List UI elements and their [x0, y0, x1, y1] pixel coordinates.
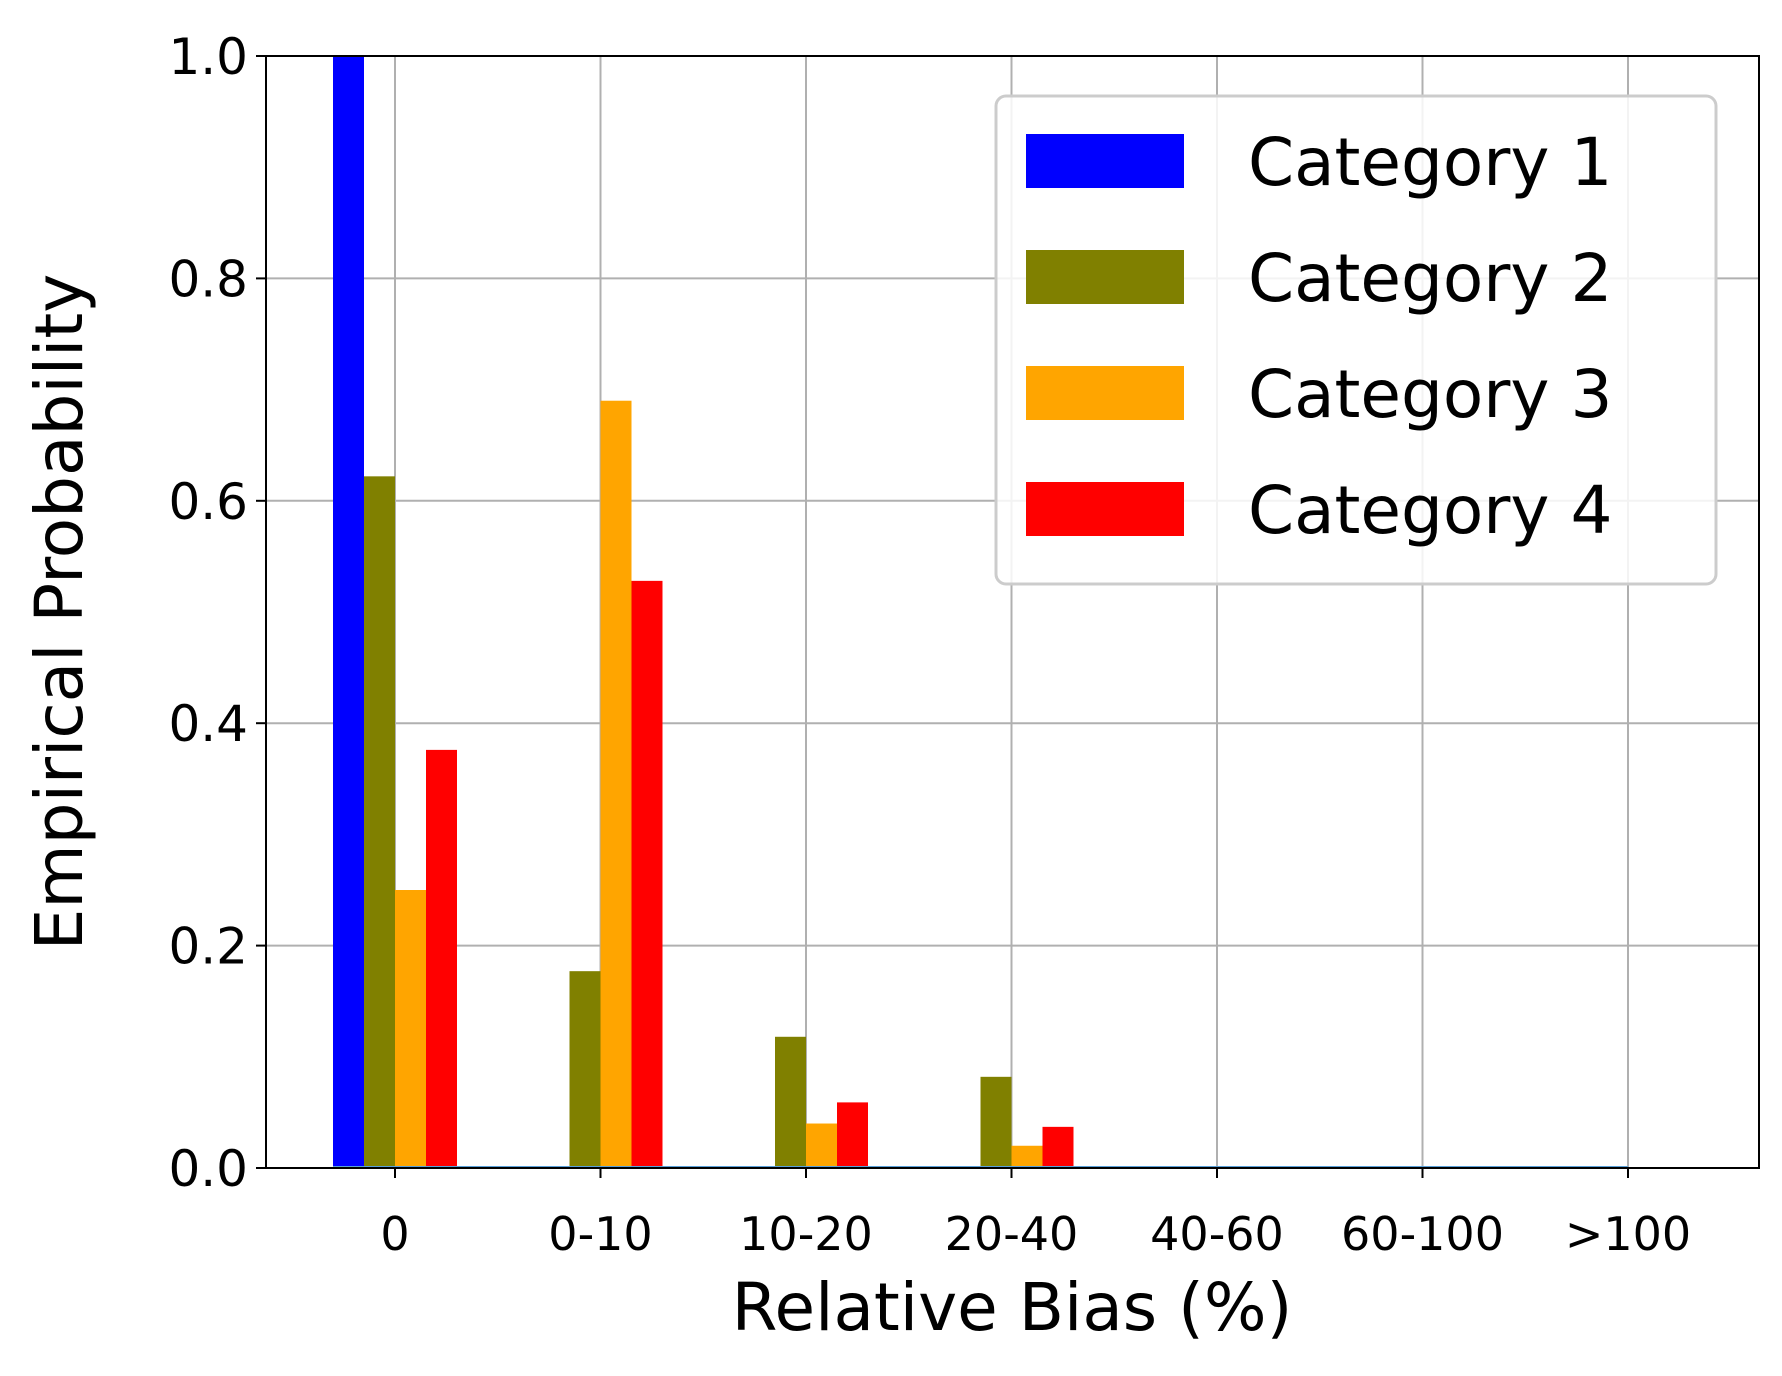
bar-category-4-2	[837, 1102, 868, 1168]
bar-category-4-3	[1042, 1126, 1074, 1168]
y-tick-label: 0.0	[168, 1140, 248, 1198]
bars	[333, 56, 1074, 1169]
bar-category-2-0	[364, 476, 395, 1168]
bar-category-2-2	[775, 1036, 806, 1168]
legend-swatch	[1026, 134, 1184, 188]
x-tick-label: >100	[1565, 1207, 1691, 1261]
legend-swatch	[1026, 250, 1184, 304]
y-axis-label: Empirical Probability	[21, 274, 98, 951]
bar-category-4-0	[426, 749, 457, 1168]
y-tick-label: 0.4	[168, 695, 248, 753]
legend: Category 1 Category 2 Category 3 Category 4	[994, 94, 1718, 586]
bar-category-3-2	[806, 1123, 837, 1168]
x-tick-label: 60-100	[1341, 1207, 1504, 1261]
y-tick-label: 0.8	[168, 250, 248, 308]
bar-category-3-0	[395, 890, 426, 1168]
x-tick-label: 40-60	[1150, 1207, 1284, 1261]
x-tick-label: 0	[380, 1207, 409, 1261]
bar-category-3-3	[1011, 1145, 1043, 1168]
legend-label: Category 4	[1248, 472, 1612, 549]
x-tick-label: 0-10	[548, 1207, 652, 1261]
y-axis-ticks: 0.0 0.2 0.4 0.6 0.8 1.0	[168, 28, 266, 1198]
bar-category-3-1	[600, 400, 632, 1169]
y-tick-label: 0.6	[168, 473, 248, 531]
bar-category-1-0	[333, 56, 364, 1168]
y-tick-label: 0.2	[168, 918, 248, 976]
legend-swatch	[1026, 366, 1184, 420]
y-tick-label: 1.0	[168, 28, 248, 86]
x-axis-ticks: 0 0-10 10-20 20-40 40-60 60-100 >100	[380, 1168, 1691, 1261]
bar-category-2-3	[980, 1076, 1012, 1168]
x-axis-label: Relative Bias (%)	[732, 1269, 1293, 1346]
legend-swatch	[1026, 482, 1184, 536]
legend-label: Category 3	[1248, 356, 1612, 433]
x-tick-label: 10-20	[739, 1207, 873, 1261]
bar-category-4-1	[631, 580, 663, 1168]
legend-label: Category 1	[1248, 124, 1612, 201]
legend-label: Category 2	[1248, 240, 1612, 317]
legend-box	[994, 94, 1718, 586]
bar-category-2-1	[569, 971, 601, 1168]
x-tick-label: 20-40	[945, 1207, 1079, 1261]
